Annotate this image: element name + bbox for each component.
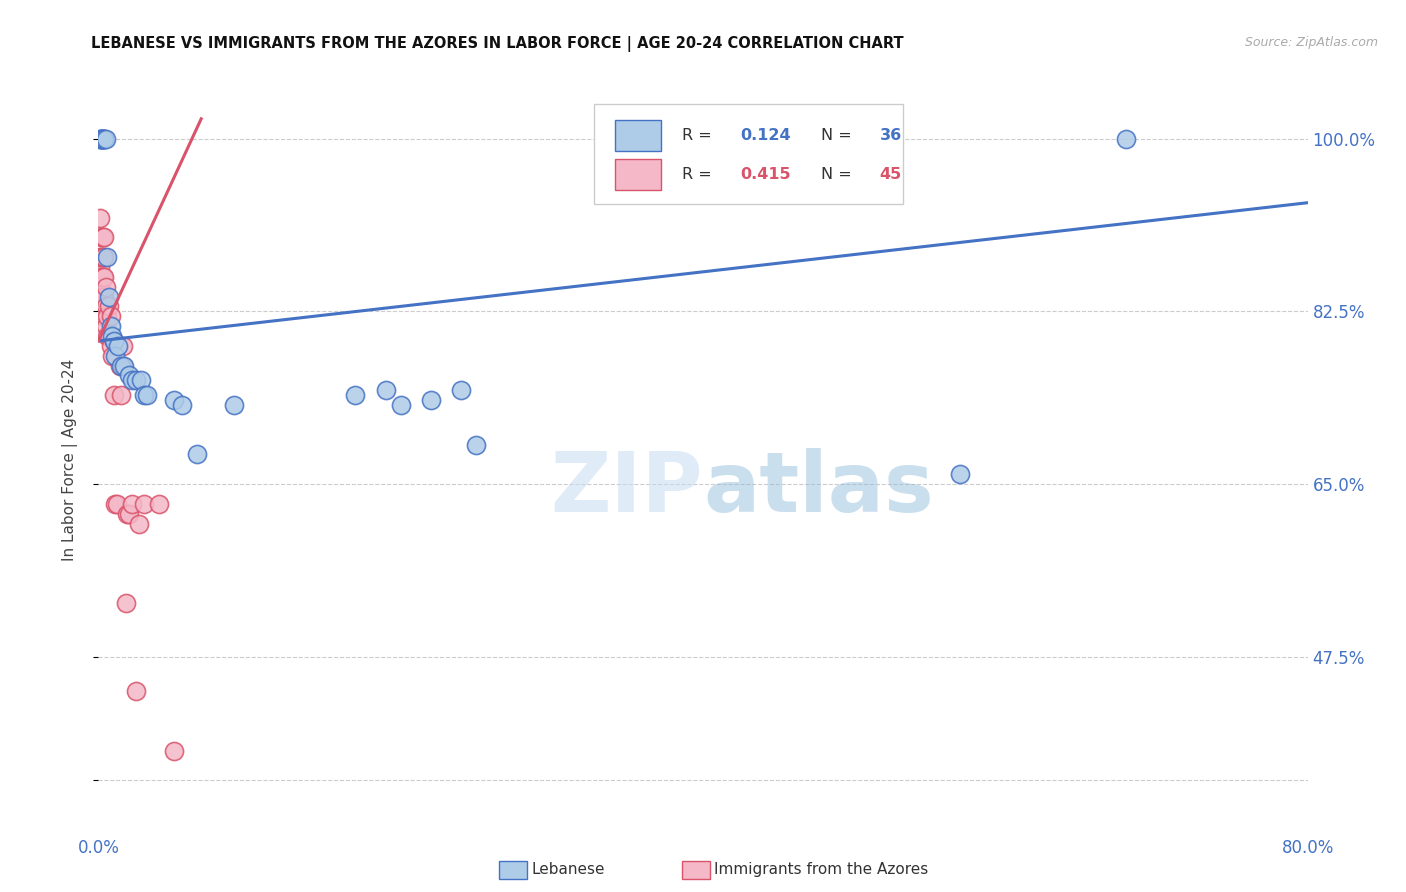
- FancyBboxPatch shape: [595, 104, 903, 204]
- Point: [91, 230, 114, 244]
- Point: [89, 211, 111, 225]
- Point: [125, 684, 148, 698]
- Point: [96, 329, 118, 343]
- Point: [163, 743, 186, 757]
- Point: [89, 260, 111, 274]
- Text: LEBANESE VS IMMIGRANTS FROM THE AZORES IN LABOR FORCE | AGE 20-24 CORRELATION CH: LEBANESE VS IMMIGRANTS FROM THE AZORES I…: [91, 36, 904, 52]
- Point: [129, 373, 152, 387]
- Point: [450, 384, 472, 398]
- Point: [949, 467, 972, 482]
- Point: [98, 329, 121, 343]
- Point: [135, 388, 157, 402]
- Point: [112, 359, 135, 373]
- FancyBboxPatch shape: [614, 120, 661, 152]
- Text: ZIP: ZIP: [551, 449, 703, 530]
- Point: [94, 299, 117, 313]
- Point: [91, 131, 114, 145]
- Point: [128, 516, 150, 531]
- Point: [118, 507, 141, 521]
- Point: [93, 131, 115, 145]
- Point: [148, 497, 170, 511]
- Point: [90, 289, 112, 303]
- Point: [374, 384, 396, 398]
- Point: [93, 310, 115, 324]
- Point: [104, 497, 127, 511]
- Point: [98, 289, 121, 303]
- Text: Source: ZipAtlas.com: Source: ZipAtlas.com: [1244, 36, 1378, 49]
- Point: [110, 388, 132, 402]
- Point: [96, 250, 118, 264]
- Point: [125, 373, 148, 387]
- Point: [105, 497, 128, 511]
- Point: [96, 310, 118, 324]
- Text: Immigrants from the Azores: Immigrants from the Azores: [714, 863, 928, 877]
- Point: [100, 310, 122, 324]
- Point: [91, 269, 114, 284]
- Point: [103, 334, 125, 348]
- Point: [107, 339, 129, 353]
- Point: [111, 359, 134, 373]
- Point: [91, 289, 114, 303]
- Point: [100, 339, 122, 353]
- Point: [94, 131, 117, 145]
- Point: [91, 250, 114, 264]
- Text: N =: N =: [821, 128, 858, 144]
- Point: [89, 250, 111, 264]
- Point: [91, 131, 114, 145]
- Point: [121, 373, 143, 387]
- Point: [93, 269, 115, 284]
- Point: [170, 398, 193, 412]
- Point: [94, 319, 117, 334]
- Point: [1115, 131, 1137, 145]
- Text: N =: N =: [821, 167, 858, 182]
- Point: [104, 349, 127, 363]
- Point: [121, 497, 143, 511]
- Point: [100, 319, 122, 334]
- Point: [89, 131, 111, 145]
- Point: [89, 279, 111, 293]
- Text: 0.415: 0.415: [741, 167, 792, 182]
- Point: [90, 131, 112, 145]
- Text: R =: R =: [682, 167, 717, 182]
- Point: [420, 393, 443, 408]
- Text: R =: R =: [682, 128, 717, 144]
- Point: [93, 230, 115, 244]
- Point: [90, 131, 112, 145]
- Point: [103, 388, 125, 402]
- FancyBboxPatch shape: [614, 159, 661, 190]
- Point: [389, 398, 412, 412]
- Point: [163, 393, 186, 408]
- Point: [90, 269, 112, 284]
- Text: 0.124: 0.124: [741, 128, 792, 144]
- Point: [132, 497, 155, 511]
- Point: [344, 388, 367, 402]
- Point: [90, 230, 112, 244]
- Point: [91, 131, 114, 145]
- Point: [93, 131, 115, 145]
- Point: [118, 368, 141, 383]
- Point: [93, 250, 115, 264]
- Point: [98, 299, 121, 313]
- Text: Lebanese: Lebanese: [531, 863, 605, 877]
- Point: [108, 359, 131, 373]
- Point: [224, 398, 246, 412]
- Point: [101, 329, 124, 343]
- Text: 36: 36: [880, 128, 901, 144]
- Point: [101, 349, 124, 363]
- Point: [90, 250, 112, 264]
- Point: [186, 447, 208, 461]
- Point: [110, 359, 132, 373]
- Point: [93, 289, 115, 303]
- Point: [465, 437, 488, 451]
- Point: [111, 339, 134, 353]
- Point: [132, 388, 155, 402]
- Point: [114, 595, 136, 609]
- Y-axis label: In Labor Force | Age 20-24: In Labor Force | Age 20-24: [62, 359, 77, 560]
- Point: [94, 279, 117, 293]
- Point: [115, 507, 138, 521]
- Text: 45: 45: [880, 167, 901, 182]
- Point: [91, 310, 114, 324]
- Point: [103, 334, 125, 348]
- Text: atlas: atlas: [703, 449, 934, 530]
